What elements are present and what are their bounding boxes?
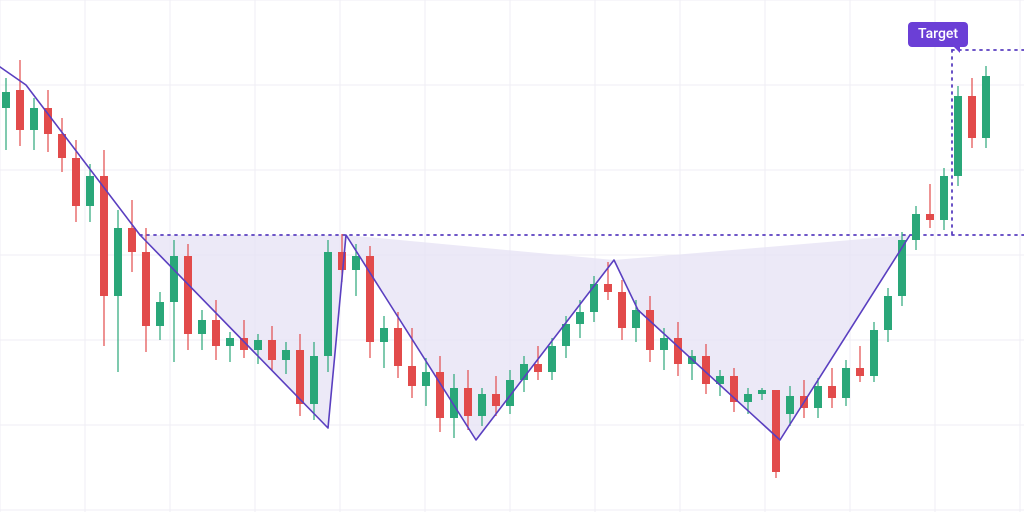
target-label-text: Target xyxy=(918,26,958,42)
target-label: Target xyxy=(908,22,968,47)
chart-canvas xyxy=(0,0,1024,512)
candlestick-chart[interactable]: Target xyxy=(0,0,1024,512)
